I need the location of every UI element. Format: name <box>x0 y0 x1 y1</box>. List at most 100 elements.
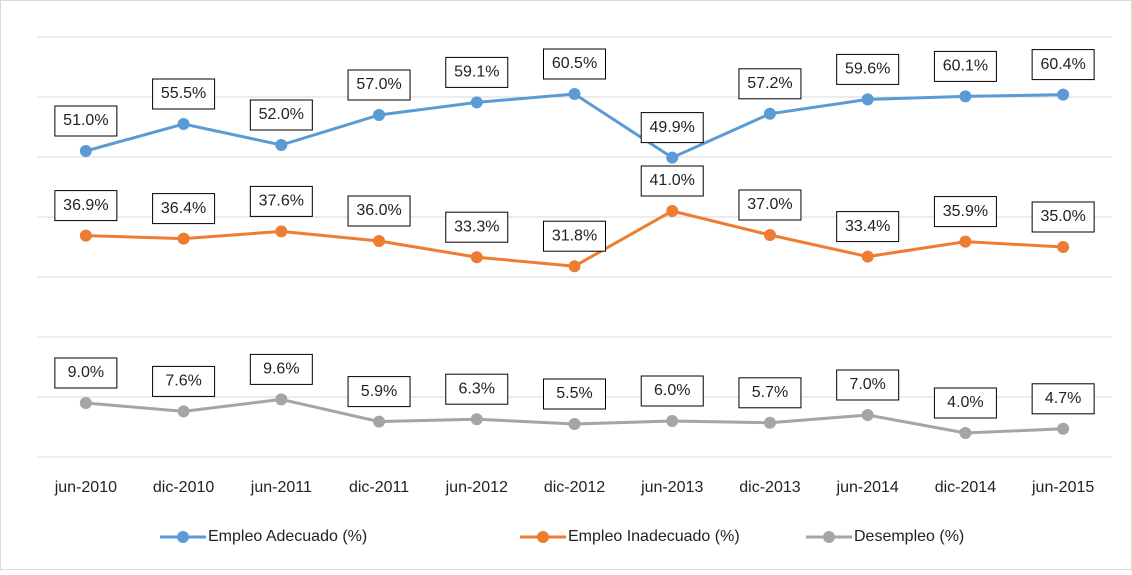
x-tick-label: jun-2014 <box>836 479 899 496</box>
x-tick-label: jun-2010 <box>54 479 117 496</box>
data-label: 7.6% <box>165 373 201 390</box>
point <box>470 413 483 426</box>
data-label-box <box>836 53 900 85</box>
legend-marker <box>177 531 189 543</box>
data-label: 5.9% <box>361 383 397 400</box>
data-label: 33.3% <box>454 218 499 235</box>
legend-marker <box>823 531 835 543</box>
data-label: 59.6% <box>845 61 890 78</box>
point <box>373 415 386 428</box>
data-label-box <box>640 165 704 197</box>
point <box>1057 88 1070 101</box>
point <box>1057 422 1070 435</box>
data-label-box <box>543 378 606 410</box>
data-label: 55.5% <box>161 85 206 102</box>
data-label-box <box>933 387 997 419</box>
data-label: 36.9% <box>63 197 108 214</box>
point <box>1057 241 1070 253</box>
data-label: 33.4% <box>845 218 890 235</box>
x-tick-label: jun-2012 <box>445 479 508 496</box>
data-label: 60.5% <box>552 55 597 72</box>
legend-label: Desempleo (%) <box>854 528 964 545</box>
data-label: 52.0% <box>259 106 304 123</box>
point <box>763 229 776 241</box>
data-label: 4.0% <box>947 394 983 411</box>
data-label: 49.9% <box>650 119 695 136</box>
data-label-box <box>445 373 509 405</box>
x-tick-label: dic-2014 <box>935 479 996 496</box>
data-label-box <box>152 193 216 225</box>
data-label-box <box>640 112 704 144</box>
point <box>177 232 190 245</box>
x-tick-label: dic-2011 <box>349 479 409 496</box>
data-label-box <box>347 69 411 101</box>
point <box>861 250 874 263</box>
x-tick-label: jun-2013 <box>640 479 703 496</box>
x-tick-label: dic-2012 <box>544 479 605 496</box>
data-label: 9.0% <box>68 364 104 381</box>
data-label: 36.0% <box>356 202 401 219</box>
data-label: 60.1% <box>943 58 988 75</box>
data-label-box <box>347 195 411 227</box>
data-label-box <box>152 78 216 110</box>
data-label-box <box>836 211 900 243</box>
data-label: 57.0% <box>356 76 401 93</box>
data-label-box <box>249 99 313 131</box>
data-label-box <box>640 375 704 407</box>
point <box>177 405 190 418</box>
point <box>177 118 190 130</box>
data-label-box <box>249 185 313 217</box>
x-tick-label: dic-2010 <box>153 479 214 496</box>
legend-label: Empleo Inadecuado (%) <box>568 528 740 545</box>
data-label: 37.6% <box>259 193 304 210</box>
data-label-box <box>543 220 606 252</box>
data-label: 57.2% <box>747 75 792 92</box>
point <box>763 416 776 429</box>
point <box>275 139 288 151</box>
point <box>959 90 972 103</box>
point <box>666 205 679 217</box>
data-label-box <box>347 376 411 408</box>
data-label: 9.6% <box>263 361 299 378</box>
data-label-box <box>152 365 216 397</box>
point <box>373 109 386 121</box>
data-label-box <box>1031 383 1095 415</box>
point <box>373 235 386 247</box>
point <box>79 145 92 157</box>
data-label: 51.0% <box>63 112 108 129</box>
point <box>275 393 288 406</box>
x-tick-label: dic-2013 <box>739 479 800 496</box>
data-label-box <box>738 377 802 409</box>
data-label-box <box>445 56 509 88</box>
data-label-box <box>738 189 802 221</box>
data-label: 31.8% <box>552 227 597 244</box>
data-label-box <box>933 196 997 228</box>
data-label: 7.0% <box>849 376 885 393</box>
point <box>666 151 679 164</box>
point <box>959 427 972 439</box>
point <box>861 93 874 106</box>
data-label-box <box>54 190 118 222</box>
data-label: 35.9% <box>943 203 988 220</box>
point <box>861 409 874 421</box>
legend-label: Empleo Adecuado (%) <box>208 528 367 545</box>
data-label-box <box>54 105 118 137</box>
data-label: 6.0% <box>654 382 690 399</box>
data-label-box <box>738 68 802 100</box>
x-tick-label: jun-2015 <box>1031 479 1094 496</box>
point <box>275 225 288 238</box>
data-label-box <box>836 369 900 401</box>
point <box>79 229 92 242</box>
point <box>568 418 581 430</box>
data-label: 35.0% <box>1040 208 1085 225</box>
data-label: 60.4% <box>1040 56 1085 73</box>
data-label: 5.5% <box>556 385 592 402</box>
point <box>470 96 483 109</box>
data-label-box <box>1031 201 1095 233</box>
data-label-box <box>1031 49 1095 81</box>
data-label: 36.4% <box>161 200 206 217</box>
data-label-box <box>543 48 606 80</box>
data-label: 41.0% <box>650 172 695 189</box>
point <box>666 415 679 427</box>
